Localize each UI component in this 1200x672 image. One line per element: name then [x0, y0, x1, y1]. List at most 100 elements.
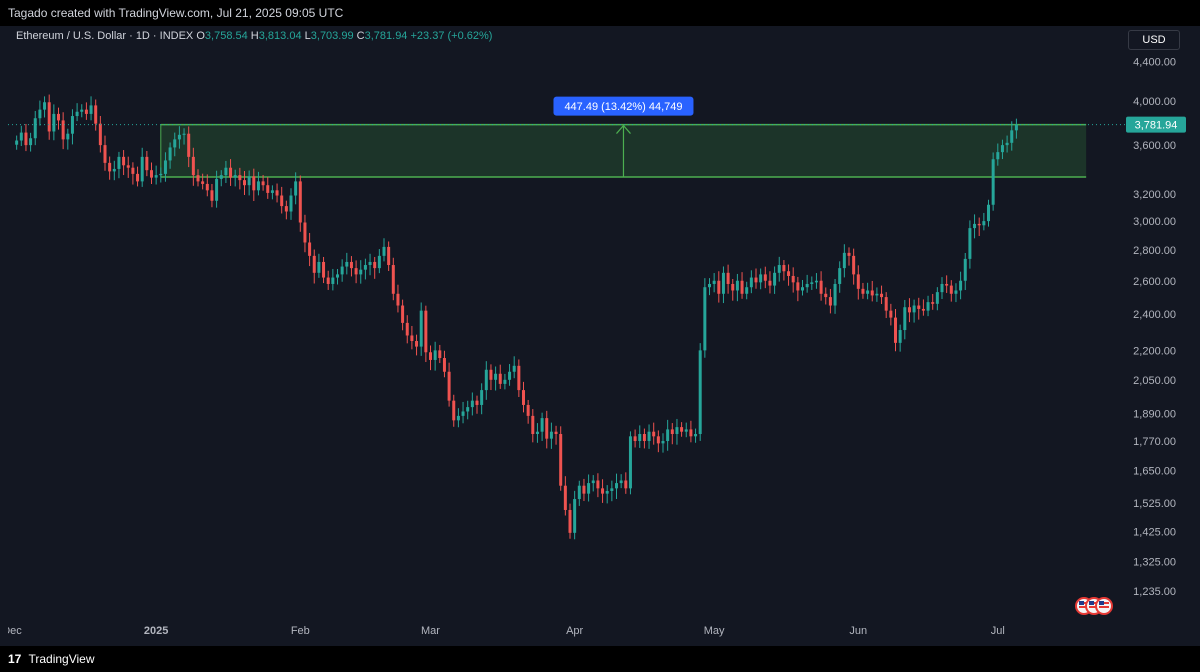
candle-body [98, 123, 102, 146]
candle-body [680, 427, 684, 432]
candle-body [57, 113, 60, 121]
candle-body [526, 404, 530, 416]
candle-body [47, 102, 51, 132]
candle-body [531, 415, 535, 435]
candle-body [577, 485, 581, 500]
candle-body [215, 178, 219, 201]
price-chart[interactable]: 4,400.00 4,000.00 3,600.00 3,200.00 3,000.00… [8, 26, 1192, 646]
candle-body [670, 429, 674, 435]
candle-body [340, 266, 344, 275]
candle-body [275, 190, 279, 196]
price-tick-label: 1,525.00 [1133, 498, 1176, 510]
candle-body [652, 431, 656, 437]
candle-body [698, 350, 702, 435]
candle-body [252, 176, 256, 191]
candle-body [573, 499, 577, 533]
candle-body [284, 206, 288, 212]
candle-body [317, 261, 321, 273]
us-flag-stripe [1099, 606, 1109, 608]
candle-body [475, 400, 479, 405]
candle-body [587, 483, 591, 494]
candle-body [108, 162, 112, 172]
candle-body [354, 268, 358, 275]
candle-body [814, 280, 818, 283]
candle-body [777, 265, 781, 273]
high-label: H [250, 30, 259, 42]
candle-body [373, 261, 377, 269]
candle-body [610, 488, 614, 491]
us-flag-canton [1089, 601, 1094, 605]
candle-body [261, 181, 265, 186]
candle-body [721, 272, 725, 294]
candle-body [19, 132, 23, 141]
candle-body [717, 280, 721, 294]
time-tick-label: Jul [991, 625, 1005, 637]
candle-body [94, 105, 98, 124]
candle-body [508, 371, 512, 380]
open-label: O [196, 30, 205, 42]
close-value: 3,781.94 [364, 30, 408, 42]
candle-body [136, 173, 140, 182]
candle-body [987, 204, 990, 222]
candle-body [596, 480, 600, 489]
candle-body [363, 265, 367, 270]
candle-body [959, 280, 963, 291]
chart-frame[interactable]: 4,400.00 4,000.00 3,600.00 3,200.00 3,000.00… [8, 26, 1192, 646]
candle-body [312, 255, 316, 273]
price-tick-label: 1,770.00 [1133, 436, 1176, 448]
candle-body [429, 352, 432, 360]
candle-body [642, 434, 646, 442]
candle-body [703, 287, 707, 351]
currency-button[interactable]: USD [1128, 30, 1180, 50]
candle-body [540, 418, 544, 432]
candle-body [768, 280, 772, 286]
candle-body [656, 436, 660, 444]
symbol-legend: Ethereum / U.S. Dollar · 1D · INDEX O 3,7… [16, 30, 492, 42]
candle-body [298, 181, 302, 223]
candle-body [512, 365, 516, 372]
candle-body [522, 390, 525, 405]
candle-body [949, 285, 953, 294]
candle-body [838, 268, 842, 284]
candle-body [633, 436, 637, 442]
time-axis: Dec 2025 Feb Mar Apr May Jun Jul [8, 625, 1005, 637]
candle-body [749, 277, 753, 288]
change-value: +23.37 (+0.62%) [410, 30, 493, 42]
candle-body [968, 228, 972, 259]
candle-body [80, 109, 84, 112]
time-tick-label: May [704, 625, 725, 637]
price-tick-label: 3,600.00 [1133, 140, 1176, 152]
candle-body [591, 480, 595, 484]
candle-body [201, 181, 205, 184]
candle-body [503, 379, 507, 384]
candle-body [517, 365, 521, 391]
candle-body [326, 277, 330, 284]
candle-body [647, 431, 651, 442]
candle-body [982, 221, 986, 226]
candle-body [545, 418, 549, 439]
candle-body [387, 246, 391, 266]
candle-body [805, 283, 809, 288]
candle-body [870, 290, 874, 296]
candle-body [219, 175, 223, 179]
candle-body [442, 358, 446, 372]
measure-zone [160, 123, 1087, 178]
symbol-name: Ethereum / U.S. Dollar · 1D · INDEX [16, 30, 194, 42]
candle-body [754, 277, 758, 283]
candle-body [24, 132, 28, 146]
candle-body [368, 261, 372, 266]
candle-body [233, 175, 237, 178]
low-value: 3,703.99 [310, 30, 354, 42]
candle-body [210, 190, 214, 201]
candle-body [256, 181, 260, 191]
candle-body [424, 310, 428, 353]
candle-body [484, 369, 488, 391]
candle-body [740, 280, 744, 294]
candle-body [447, 371, 451, 401]
candle-body [247, 176, 251, 186]
candle-body [638, 434, 642, 442]
attribution-text: Tagado created with TradingView.com, Jul… [8, 6, 344, 20]
price-tick-label: 2,800.00 [1133, 245, 1176, 257]
candle-body [917, 305, 921, 309]
candle-body [828, 297, 832, 306]
